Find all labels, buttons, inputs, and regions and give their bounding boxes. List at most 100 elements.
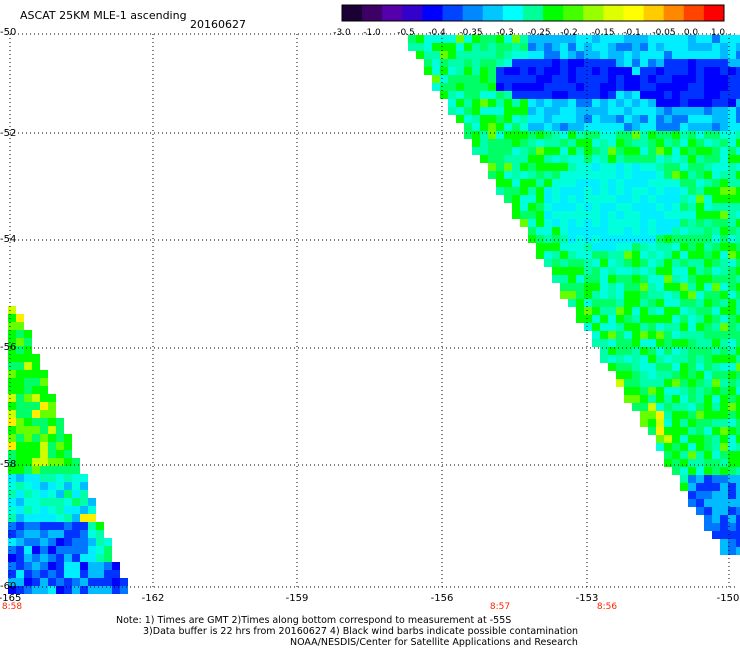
swath-cell xyxy=(720,547,728,555)
swath-cell xyxy=(504,75,512,83)
swath-cell xyxy=(736,403,740,411)
swath-cell xyxy=(656,379,664,387)
swath-cell xyxy=(16,530,24,538)
swath-cell xyxy=(632,243,640,251)
swath-cell xyxy=(504,139,512,147)
swath-cell xyxy=(32,354,40,362)
swath-cell xyxy=(496,115,504,123)
swath-cell xyxy=(64,474,72,482)
swath-cell xyxy=(488,75,496,83)
swath-cell xyxy=(656,347,664,355)
swath-cell xyxy=(696,347,704,355)
swath-cell xyxy=(672,67,680,75)
swath-cell xyxy=(456,75,464,83)
swath-cell xyxy=(592,59,600,67)
swath-cell xyxy=(704,451,712,459)
swath-cell xyxy=(656,139,664,147)
swath-cell xyxy=(632,91,640,99)
swath-cell xyxy=(728,523,736,531)
swath-cell xyxy=(712,427,720,435)
swath-cell xyxy=(32,586,40,594)
swath-cell xyxy=(680,147,688,155)
swath-cell xyxy=(528,83,536,91)
swath-cell xyxy=(712,435,720,443)
swath-cell xyxy=(712,523,720,531)
swath-cell xyxy=(616,379,624,387)
swath-cell xyxy=(720,59,728,67)
swath-cell xyxy=(608,251,616,259)
swath-cell xyxy=(656,155,664,163)
swath-cell xyxy=(696,67,704,75)
swath-cell xyxy=(544,147,552,155)
swath-cell xyxy=(632,363,640,371)
swath-cell xyxy=(592,51,600,59)
swath-cell xyxy=(544,67,552,75)
swath-cell xyxy=(112,562,120,570)
swath-cell xyxy=(464,59,472,67)
swath-cell xyxy=(728,443,736,451)
swath-cell xyxy=(712,219,720,227)
swath-cell xyxy=(656,419,664,427)
swath-cell xyxy=(720,467,728,475)
swath-cell xyxy=(736,371,740,379)
swath-cell xyxy=(656,75,664,83)
swath-cell xyxy=(552,59,560,67)
swath-cell xyxy=(32,538,40,546)
swath-cell xyxy=(584,91,592,99)
swath-cell xyxy=(16,562,24,570)
swath-cell xyxy=(600,131,608,139)
swath-cell xyxy=(48,522,56,530)
swath-cell xyxy=(672,243,680,251)
swath-cell xyxy=(704,227,712,235)
swath-cell xyxy=(640,123,648,131)
swath-cell xyxy=(696,259,704,267)
swath-cell xyxy=(728,115,736,123)
swath-cell xyxy=(408,35,416,43)
swath-cell xyxy=(704,107,712,115)
swath-cell xyxy=(712,91,720,99)
swath-cell xyxy=(416,43,424,51)
swath-cell xyxy=(632,315,640,323)
swath-cell xyxy=(32,378,40,386)
swath-cell xyxy=(720,339,728,347)
swath-cell xyxy=(528,51,536,59)
swath-cell xyxy=(720,267,728,275)
swath-cell xyxy=(736,123,740,131)
swath-cell xyxy=(528,195,536,203)
swath-cell xyxy=(648,291,656,299)
swath-cell xyxy=(560,291,568,299)
swath-cell xyxy=(720,435,728,443)
swath-cell xyxy=(728,459,736,467)
swath-cell xyxy=(632,107,640,115)
swath-cell xyxy=(48,474,56,482)
swath-cell xyxy=(696,435,704,443)
swath-cell xyxy=(640,51,648,59)
swath-cell xyxy=(696,299,704,307)
swath-cell xyxy=(520,147,528,155)
swath-cell xyxy=(104,546,112,554)
swath-cell xyxy=(624,35,632,43)
swath-cell xyxy=(656,235,664,243)
swath-cell xyxy=(544,123,552,131)
swath-cell xyxy=(560,283,568,291)
swath-cell xyxy=(720,427,728,435)
swath-cell xyxy=(480,99,488,107)
swath-cell xyxy=(600,139,608,147)
swath-cell xyxy=(552,147,560,155)
swath-cell xyxy=(24,474,32,482)
swath-cell xyxy=(584,283,592,291)
swath-cell xyxy=(696,107,704,115)
swath-cell xyxy=(688,411,696,419)
swath-cell xyxy=(584,259,592,267)
swath-cell xyxy=(24,362,32,370)
swath-cell xyxy=(592,283,600,291)
swath-cell xyxy=(424,35,432,43)
swath-cell xyxy=(648,371,656,379)
swath-cell xyxy=(40,490,48,498)
swath-cell xyxy=(24,386,32,394)
swath-cell xyxy=(640,395,648,403)
swath-cell xyxy=(560,155,568,163)
swath-cell xyxy=(568,219,576,227)
swath-cell xyxy=(32,386,40,394)
swath-cell xyxy=(664,187,672,195)
